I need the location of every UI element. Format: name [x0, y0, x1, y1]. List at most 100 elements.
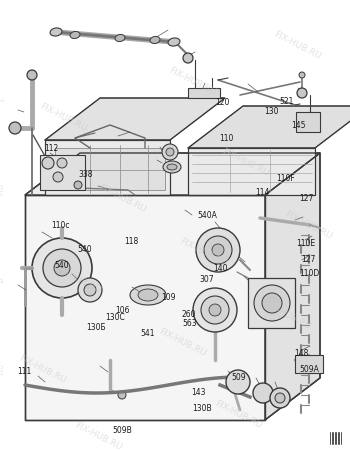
Ellipse shape	[42, 157, 54, 169]
Ellipse shape	[168, 38, 180, 46]
Ellipse shape	[27, 70, 37, 80]
Text: 118: 118	[124, 237, 139, 246]
Ellipse shape	[150, 36, 160, 44]
Ellipse shape	[43, 249, 81, 287]
Text: .B.: .B.	[0, 274, 6, 284]
Text: 110D: 110D	[299, 269, 320, 278]
Text: FIX-HUB.RU: FIX-HUB.RU	[283, 209, 333, 241]
Text: 540: 540	[77, 245, 92, 254]
Ellipse shape	[50, 28, 62, 36]
Text: 509В: 509В	[112, 426, 132, 435]
Polygon shape	[188, 106, 350, 148]
Text: .RU: .RU	[0, 362, 6, 376]
Ellipse shape	[166, 148, 174, 156]
Ellipse shape	[270, 388, 290, 408]
Text: 143: 143	[191, 388, 205, 397]
Ellipse shape	[74, 181, 82, 189]
Text: 541: 541	[140, 328, 154, 338]
Polygon shape	[188, 148, 315, 195]
Ellipse shape	[84, 284, 96, 296]
Text: 110: 110	[219, 134, 233, 143]
Text: 563: 563	[182, 319, 197, 328]
Polygon shape	[45, 140, 170, 195]
Ellipse shape	[226, 370, 250, 394]
Text: 307: 307	[199, 275, 214, 284]
Text: 120: 120	[215, 98, 229, 107]
Text: 509: 509	[231, 374, 246, 382]
Bar	[40, 155, 85, 190]
Ellipse shape	[183, 53, 193, 63]
Polygon shape	[45, 98, 225, 140]
Text: FIX-HUB.RU: FIX-HUB.RU	[262, 299, 312, 331]
Text: FIX-HUB.RU: FIX-HUB.RU	[97, 182, 148, 214]
Text: 110E: 110E	[296, 238, 315, 248]
Ellipse shape	[262, 293, 282, 313]
Text: 540A: 540A	[198, 211, 218, 220]
Ellipse shape	[54, 260, 70, 276]
Text: FIX-HUB.RU: FIX-HUB.RU	[52, 263, 102, 295]
Ellipse shape	[275, 393, 285, 403]
Ellipse shape	[9, 122, 21, 134]
Text: .J.: .J.	[0, 95, 6, 103]
Text: 110F: 110F	[276, 174, 295, 183]
Text: 130В: 130В	[193, 404, 212, 413]
Text: 112: 112	[44, 144, 58, 153]
Text: 130: 130	[264, 107, 279, 116]
Ellipse shape	[212, 244, 224, 256]
Text: 109: 109	[161, 293, 175, 302]
Ellipse shape	[209, 304, 221, 316]
Ellipse shape	[204, 236, 232, 264]
Ellipse shape	[138, 289, 158, 301]
Ellipse shape	[115, 35, 125, 41]
Text: FIX-HUB.RU: FIX-HUB.RU	[167, 65, 218, 97]
Ellipse shape	[193, 288, 237, 332]
Text: 127: 127	[299, 194, 314, 203]
Ellipse shape	[297, 88, 307, 98]
Text: FIX-HUB.RU: FIX-HUB.RU	[17, 353, 67, 385]
Text: 509A: 509A	[299, 364, 319, 373]
Ellipse shape	[32, 238, 92, 298]
Bar	[55, 148, 165, 190]
Ellipse shape	[201, 296, 229, 324]
Text: 260: 260	[182, 310, 196, 319]
Text: 145: 145	[291, 121, 306, 130]
Text: 110c: 110c	[51, 220, 69, 230]
Ellipse shape	[162, 144, 178, 160]
Ellipse shape	[53, 172, 63, 182]
Text: 106: 106	[116, 306, 130, 315]
Bar	[295, 355, 323, 373]
Text: .RU: .RU	[0, 182, 6, 196]
Text: 130С: 130С	[105, 313, 125, 322]
Ellipse shape	[167, 164, 177, 170]
Text: 140: 140	[213, 264, 227, 273]
Text: 521: 521	[279, 97, 294, 106]
Text: FIX-HUB.RU: FIX-HUB.RU	[38, 101, 88, 133]
Ellipse shape	[196, 228, 240, 272]
Polygon shape	[265, 153, 320, 420]
Ellipse shape	[78, 278, 102, 302]
Text: 114: 114	[256, 188, 270, 197]
Text: FIX-HUB.RU: FIX-HUB.RU	[157, 326, 207, 358]
Ellipse shape	[253, 383, 273, 403]
Text: 127: 127	[301, 255, 315, 264]
Text: 130Б: 130Б	[86, 323, 105, 332]
Ellipse shape	[57, 158, 67, 168]
Text: 540: 540	[54, 261, 69, 270]
Ellipse shape	[70, 32, 80, 39]
Ellipse shape	[254, 285, 290, 321]
Text: FIX-HUB.RU: FIX-HUB.RU	[178, 236, 228, 268]
Polygon shape	[25, 195, 265, 420]
Ellipse shape	[130, 285, 166, 305]
Text: 338: 338	[79, 170, 93, 179]
Text: FIX-HUB.RU: FIX-HUB.RU	[213, 398, 263, 430]
Ellipse shape	[163, 161, 181, 173]
Text: FIX-HUB.RU: FIX-HUB.RU	[220, 146, 270, 178]
Text: FIX-HUB.RU: FIX-HUB.RU	[272, 29, 323, 61]
Text: 148: 148	[294, 349, 308, 358]
Ellipse shape	[299, 72, 305, 78]
Ellipse shape	[118, 391, 126, 399]
Polygon shape	[248, 278, 295, 328]
Polygon shape	[25, 153, 320, 195]
Polygon shape	[296, 112, 320, 132]
Polygon shape	[188, 88, 220, 98]
